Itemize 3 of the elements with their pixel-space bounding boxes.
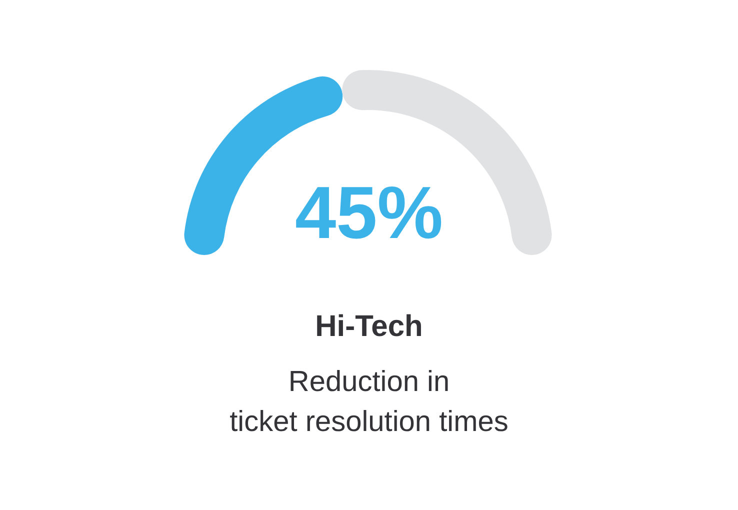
data-label: 45%: [294, 170, 444, 256]
text: Reduction in ticket resolution times: [228, 365, 510, 440]
text: Hi-Tech: [314, 310, 424, 344]
